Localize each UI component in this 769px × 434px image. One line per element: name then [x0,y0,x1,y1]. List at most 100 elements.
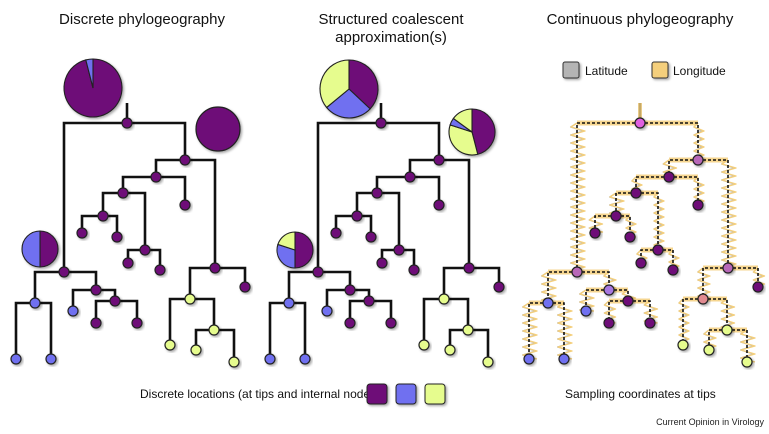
sampling-caption: Sampling coordinates at tips [565,387,716,401]
pie-slice [196,107,240,151]
tree-node [377,258,387,268]
tree-node [439,294,449,304]
tree-node [165,340,175,350]
tree-node [463,325,473,335]
tree-node [331,228,341,238]
tree-node [623,296,633,306]
discrete-node-pie [196,107,240,151]
tree-node [91,285,101,295]
pie-charts [22,59,495,268]
pie-slice [22,231,40,267]
tree-node [132,318,142,328]
tree-node [434,200,444,210]
tree-branch [190,299,214,330]
tree-node [698,294,708,304]
tree-branch [190,268,215,299]
tree-node [59,267,69,277]
journal-credit: Current Opinion in Virology [656,417,764,427]
longitude-label: Longitude [673,64,726,78]
tree-node [722,325,732,335]
tree-node [604,318,614,328]
tree-node [123,258,133,268]
tree-node [180,155,190,165]
coordinate-trace [694,123,704,160]
pie-slice [295,232,313,268]
tree-branch [577,123,640,272]
tree-node [635,118,645,128]
structured-node-pie [449,109,495,155]
structured-split-pie [277,232,313,268]
tree-branch [529,303,548,359]
latitude-swatch [563,62,579,78]
tree-node [140,245,150,255]
tree-node [352,211,362,221]
discrete-split-pie [22,231,58,267]
tree-node [590,228,600,238]
tree-node [118,188,128,198]
tree-branch [468,330,488,362]
tree-node [386,318,396,328]
tree-node [376,118,386,128]
tree-node [559,354,569,364]
tree-node [345,318,355,328]
tree-node [98,211,108,221]
latitude-label: Latitude [585,64,628,78]
discrete-panel-title: Discrete phylogeography [59,11,225,28]
tree-branch [170,299,190,345]
tree-node [151,172,161,182]
tree-node [265,354,275,364]
tree-node [742,357,752,367]
pie-slice [40,231,58,267]
tree-branch [410,177,439,205]
tree-node [155,265,165,275]
tree-node [110,296,120,306]
tree-node [636,258,646,268]
tree-node [209,325,219,335]
tree-node [723,263,733,273]
coordinate-trace [523,303,537,359]
tree-node [445,345,455,355]
tree-node [645,318,655,328]
tree-node [668,265,678,275]
tree-branch [289,272,318,303]
tree-node [210,263,220,273]
tree-branch [381,123,439,160]
tree-node [419,340,429,350]
tree-node [77,228,87,238]
location-swatch-blue [396,384,416,404]
tree-branch [377,193,399,250]
tree-node [180,200,190,210]
tree-node [494,282,504,292]
tree-node [46,354,56,364]
location-swatch-green [425,384,445,404]
tree-branch [156,177,185,205]
discrete-root-pie [64,59,122,117]
tree-node [625,232,635,242]
tree-branch [185,160,215,268]
tree-node [68,306,78,316]
tree-branch [548,303,564,359]
tree-node [409,265,419,275]
structured-panel-title-line1: Structured coalescent [318,11,464,28]
tree-node [693,200,703,210]
tree-branch [289,303,305,359]
coordinate-trace [654,193,664,250]
tree-node [483,357,493,367]
tree-node [524,354,534,364]
tree-node [581,306,591,316]
tree-node [434,155,444,165]
tree-branch [444,268,469,299]
tree-node [322,306,332,316]
tree-node [112,232,122,242]
tree-branch [64,123,127,272]
tree-node [313,267,323,277]
tree-node [364,296,374,306]
tree-node [240,282,250,292]
tree-node [191,345,201,355]
tree-branch [640,123,698,160]
tree-node [631,188,641,198]
tree-branch [318,123,381,272]
tree-node [405,172,415,182]
tree-node [664,172,674,182]
